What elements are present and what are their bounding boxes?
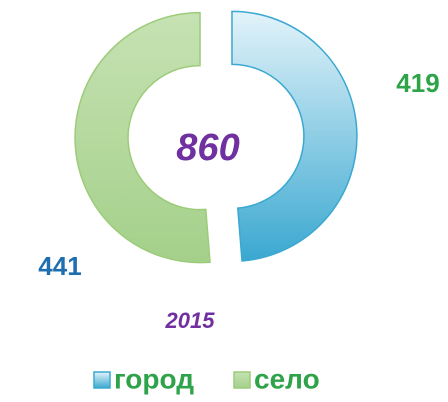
donut-segment xyxy=(74,11,211,264)
value-label: 419 xyxy=(396,68,439,98)
donut-segment xyxy=(231,10,358,262)
legend-label: город xyxy=(114,363,194,394)
legend-swatch xyxy=(93,371,111,389)
legend-swatch xyxy=(233,371,251,389)
total-label: 860 xyxy=(176,127,239,169)
subtitle: 2015 xyxy=(165,308,216,333)
legend-label: село xyxy=(254,363,320,394)
value-label: 441 xyxy=(38,251,81,281)
